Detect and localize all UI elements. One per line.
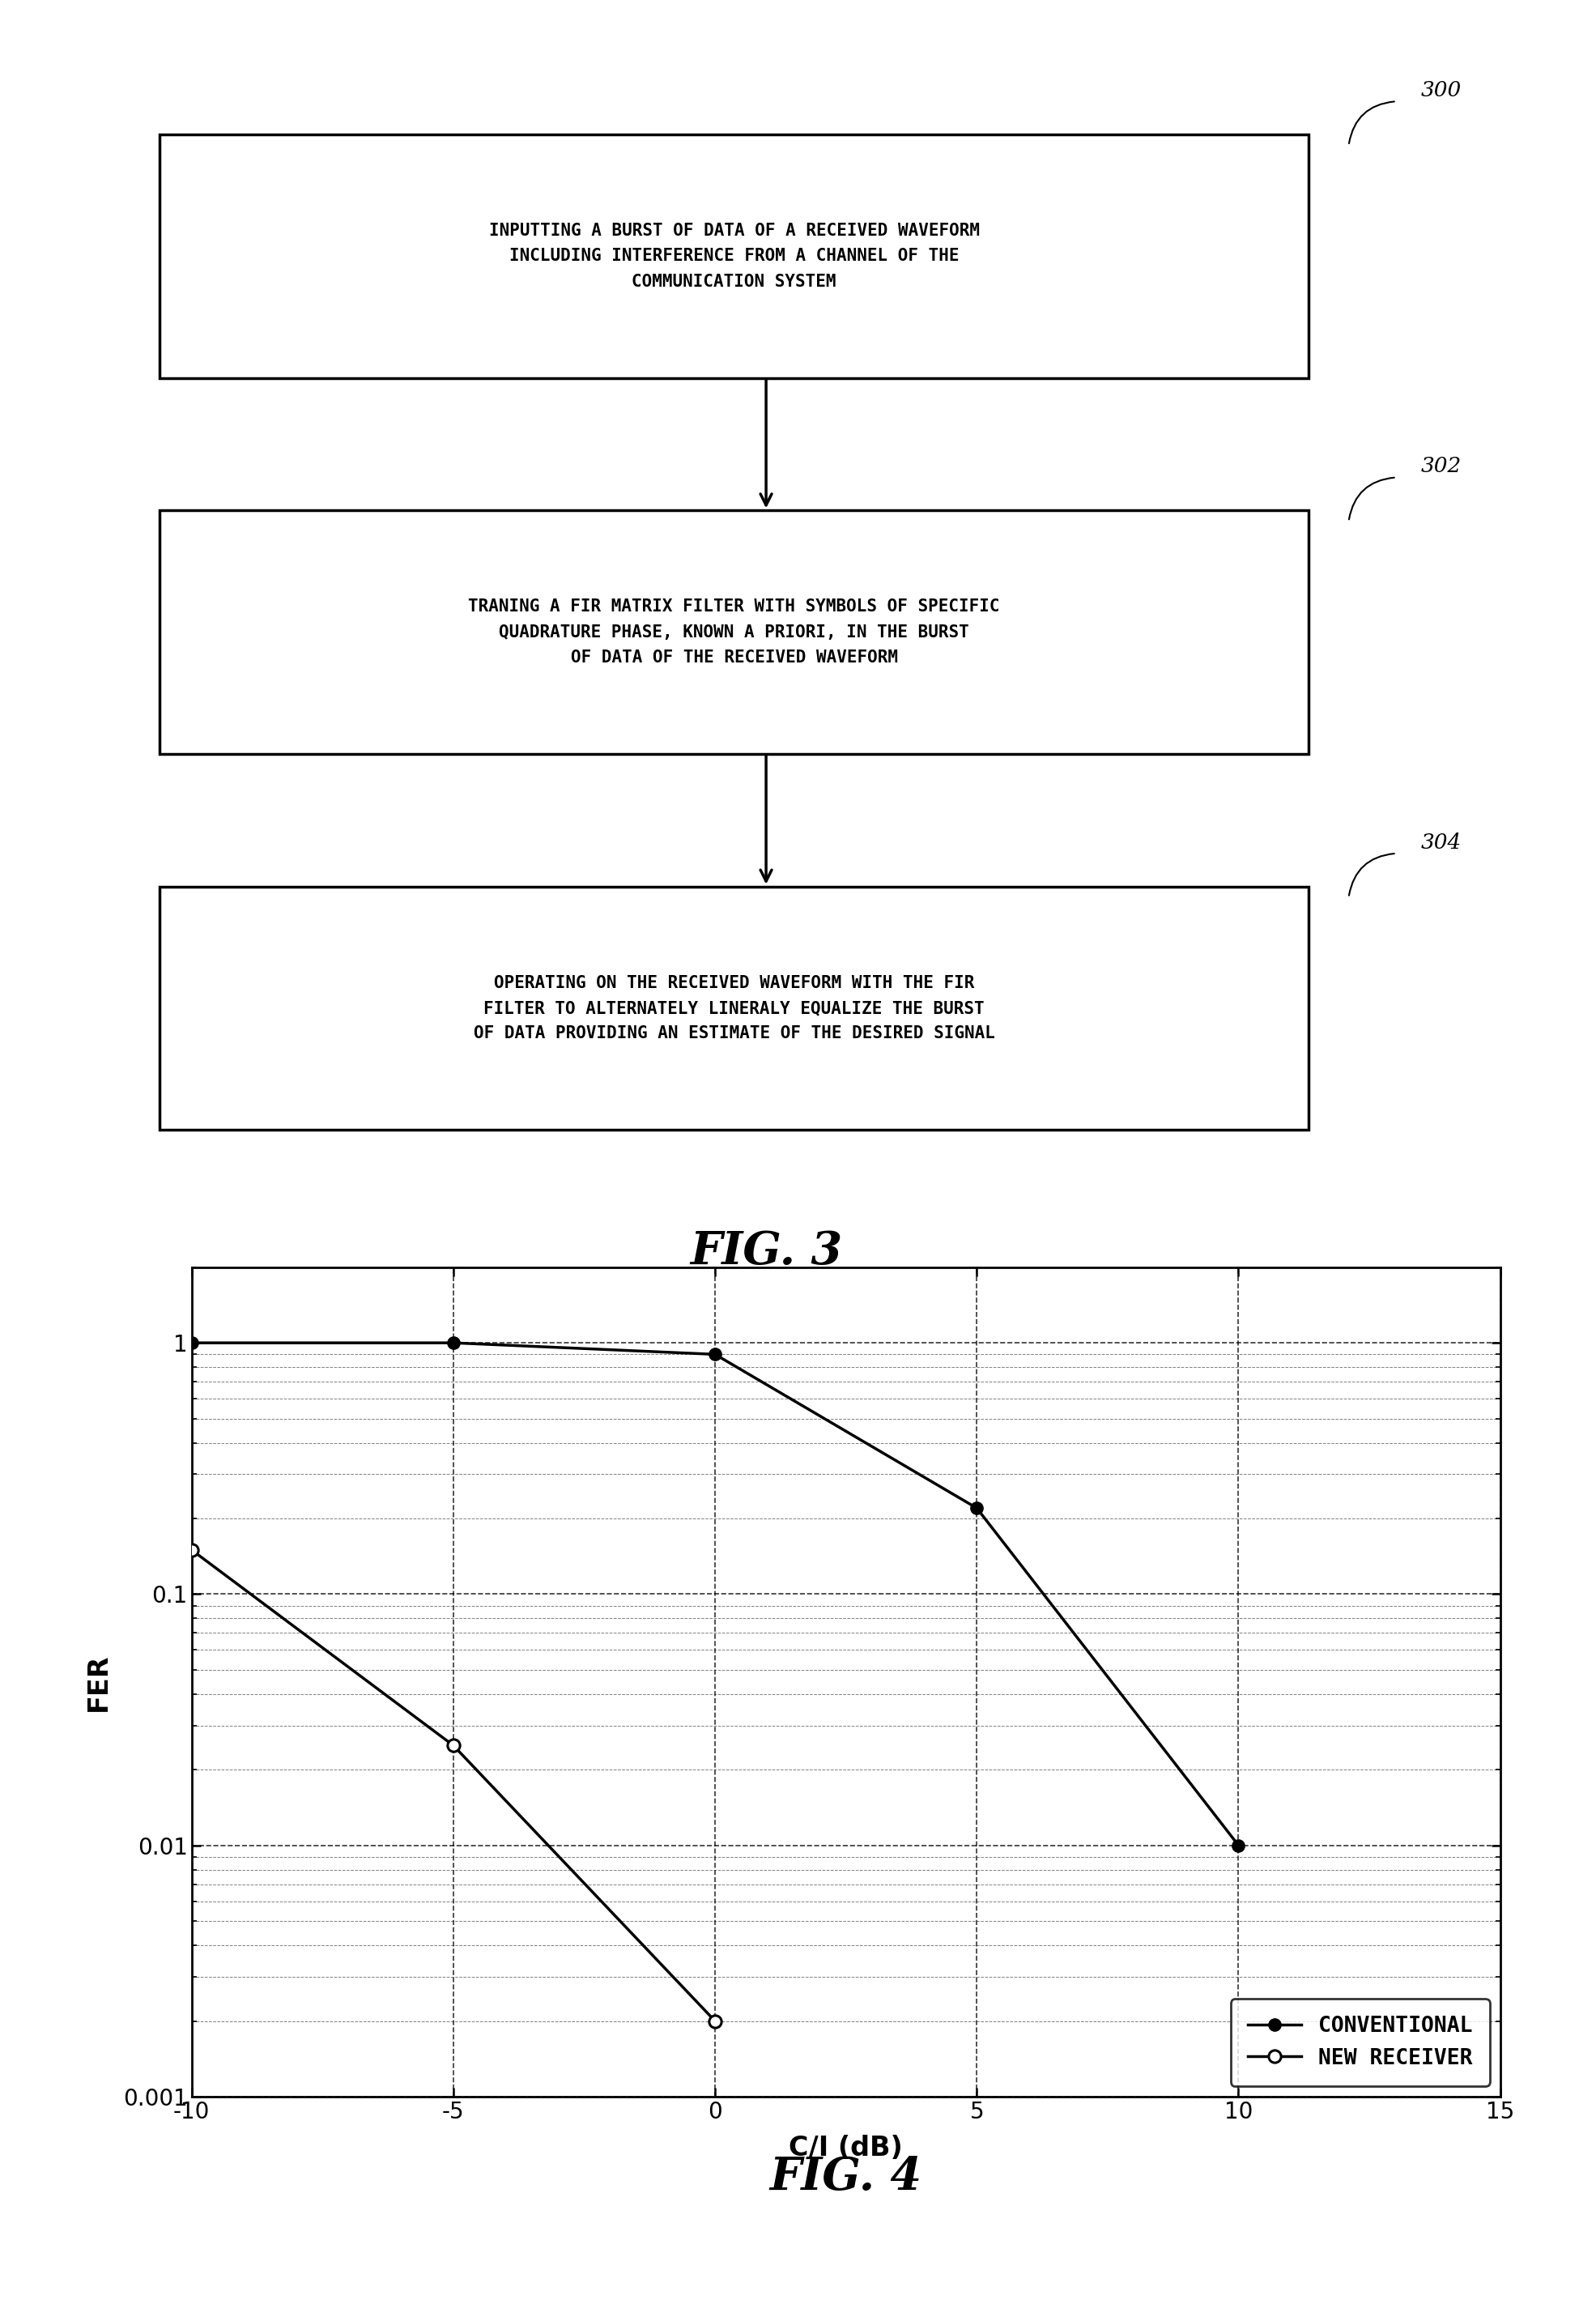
Text: 302: 302 — [1420, 456, 1460, 477]
CONVENTIONAL — [705, 1341, 725, 1369]
Text: 304: 304 — [1420, 832, 1460, 852]
NEW RECEIVER — [182, 1537, 201, 1564]
Legend: CONVENTIONAL, NEW RECEIVER: CONVENTIONAL, NEW RECEIVER — [1231, 2000, 1489, 2085]
Text: FIG. 3: FIG. 3 — [689, 1230, 843, 1274]
CONVENTIONAL — [444, 1329, 463, 1357]
X-axis label: C/I (dB): C/I (dB) — [788, 2134, 903, 2161]
FancyBboxPatch shape — [160, 511, 1309, 753]
FancyBboxPatch shape — [160, 134, 1309, 378]
NEW RECEIVER — [444, 1733, 463, 1760]
Line: CONVENTIONAL: CONVENTIONAL — [185, 1336, 1245, 1852]
CONVENTIONAL — [967, 1495, 986, 1523]
Text: 300: 300 — [1420, 81, 1460, 101]
Text: TRANING A FIR MATRIX FILTER WITH SYMBOLS OF SPECIFIC
QUADRATURE PHASE, KNOWN A P: TRANING A FIR MATRIX FILTER WITH SYMBOLS… — [468, 599, 1001, 666]
Y-axis label: FER: FER — [85, 1652, 112, 1712]
Line: NEW RECEIVER: NEW RECEIVER — [185, 1544, 721, 2028]
NEW RECEIVER — [705, 2007, 725, 2034]
Text: INPUTTING A BURST OF DATA OF A RECEIVED WAVEFORM
INCLUDING INTERFERENCE FROM A C: INPUTTING A BURST OF DATA OF A RECEIVED … — [488, 223, 980, 290]
CONVENTIONAL — [1229, 1832, 1248, 1859]
Text: FIG. 4: FIG. 4 — [769, 2154, 922, 2200]
CONVENTIONAL — [182, 1329, 201, 1357]
FancyBboxPatch shape — [160, 887, 1309, 1129]
Text: OPERATING ON THE RECEIVED WAVEFORM WITH THE FIR
FILTER TO ALTERNATELY LINERALY E: OPERATING ON THE RECEIVED WAVEFORM WITH … — [474, 975, 994, 1041]
